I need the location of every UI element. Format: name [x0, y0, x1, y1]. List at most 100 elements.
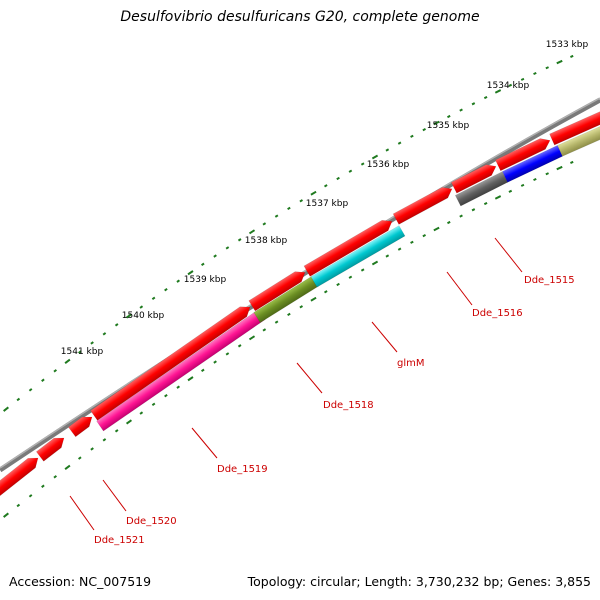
scale-tick	[90, 341, 94, 345]
scale-tick	[483, 95, 488, 100]
leader-line	[371, 321, 398, 353]
gene-olive-block[interactable]	[557, 122, 600, 157]
label-leader-lines	[69, 237, 523, 531]
scale-tick	[310, 296, 317, 302]
genome-title: Desulfovibrio desulfuricans G20, complet…	[120, 9, 480, 25]
scale-tick	[237, 344, 242, 348]
scale-tick	[483, 201, 488, 206]
leader-line	[296, 362, 323, 394]
scale-tick	[64, 464, 71, 471]
forward-gene[interactable]	[90, 302, 254, 421]
forward-gene[interactable]	[303, 216, 395, 277]
scale-tick	[125, 419, 133, 425]
kbp-label: 1535 kbp	[427, 121, 470, 131]
gene-features[interactable]	[0, 108, 600, 502]
scale-tick	[371, 260, 379, 266]
forward-gene[interactable]	[549, 108, 600, 146]
scale-tick	[397, 141, 402, 145]
scale-tick	[151, 296, 156, 301]
scale-tick	[102, 332, 107, 336]
scale-tick	[102, 438, 107, 442]
scale-tick	[494, 195, 502, 200]
forward-gene[interactable]	[495, 135, 552, 172]
gene-label[interactable]: Dde_1516	[472, 308, 523, 319]
forward-gene[interactable]	[35, 433, 67, 462]
scale-tick	[53, 369, 57, 373]
scale-tick	[459, 214, 463, 218]
scale-tick	[533, 71, 537, 76]
scale-tick	[508, 83, 513, 87]
gene-label[interactable]: Dde_1521	[94, 535, 145, 546]
scale-tick	[287, 206, 291, 211]
scale-tick	[299, 199, 304, 203]
scale-tick	[125, 313, 133, 319]
scale-tick	[410, 240, 414, 244]
scale-tick	[262, 222, 267, 226]
scale-tick	[213, 360, 217, 364]
scale-tick	[520, 77, 525, 81]
gene-Dde_1519[interactable]	[96, 309, 266, 432]
forward-gene[interactable]	[0, 453, 42, 502]
scale-tick	[262, 328, 267, 332]
scale-tick	[176, 279, 181, 283]
gene-labels: Dde_1515 Dde_1516 glmM Dde_1518 Dde_1519 Dde_…	[94, 275, 575, 546]
inner-scale-ticks	[3, 160, 574, 518]
scale-tick	[53, 475, 57, 479]
leader-line	[494, 237, 523, 273]
forward-gene[interactable]	[248, 267, 308, 312]
scale-tick	[410, 134, 414, 138]
kbp-label: 1539 kbp	[184, 275, 227, 285]
scale-tick	[41, 484, 45, 488]
scale-tick	[371, 154, 379, 160]
gene-label[interactable]: glmM	[397, 358, 425, 369]
scale-tick	[533, 177, 537, 182]
outer-scale-ticks	[3, 54, 574, 412]
scale-tick	[323, 184, 328, 188]
scale-tick	[139, 305, 144, 309]
gene-label[interactable]: Dde_1519	[217, 464, 268, 475]
kbp-label: 1533 kbp	[546, 40, 589, 50]
scale-tick	[139, 411, 144, 415]
scale-tick	[336, 176, 340, 181]
gene-label[interactable]: Dde_1520	[126, 516, 177, 527]
kbp-labels: 1533 kbp 1534 kbp 1535 kbp 1536 kbp 1537 kbp…	[61, 40, 589, 357]
genome-summary-text: Topology: circular; Length: 3,730,232 bp…	[247, 574, 591, 589]
scale-tick	[385, 148, 390, 152]
scale-tick	[176, 385, 181, 389]
forward-gene[interactable]	[450, 161, 498, 194]
leader-line	[102, 479, 127, 512]
scale-tick	[213, 254, 217, 258]
gene-glmM[interactable]	[310, 225, 406, 288]
gene-label[interactable]: Dde_1518	[323, 400, 374, 411]
leader-line	[191, 427, 218, 459]
scale-tick	[385, 254, 390, 258]
scale-tick	[200, 262, 205, 266]
scale-ticks: 1533 kbp 1534 kbp 1535 kbp 1536 kbp 1537 kbp…	[3, 40, 588, 518]
kbp-label: 1538 kbp	[245, 236, 288, 246]
scale-tick	[447, 220, 451, 225]
leader-line	[69, 495, 95, 531]
gene-label[interactable]: Dde_1515	[524, 275, 575, 286]
scale-tick	[164, 288, 168, 292]
scale-tick	[248, 335, 256, 341]
scale-tick	[556, 165, 563, 171]
scale-tick	[360, 162, 365, 166]
scale-tick	[16, 397, 21, 402]
scale-tick	[520, 183, 525, 187]
scale-tick	[200, 368, 205, 372]
scale-tick	[41, 378, 45, 382]
scale-tick	[274, 320, 279, 324]
kbp-label: 1541 kbp	[61, 347, 104, 357]
scale-tick	[287, 312, 291, 317]
scale-tick	[28, 388, 33, 392]
scale-tick	[348, 275, 353, 279]
forward-gene[interactable]	[68, 412, 95, 438]
scale-tick	[360, 268, 365, 272]
scale-tick	[114, 323, 119, 327]
scale-tick	[237, 238, 242, 242]
scale-tick	[16, 503, 21, 508]
scale-tick	[422, 128, 426, 132]
scale-tick	[508, 189, 513, 193]
forward-gene[interactable]	[392, 184, 455, 225]
